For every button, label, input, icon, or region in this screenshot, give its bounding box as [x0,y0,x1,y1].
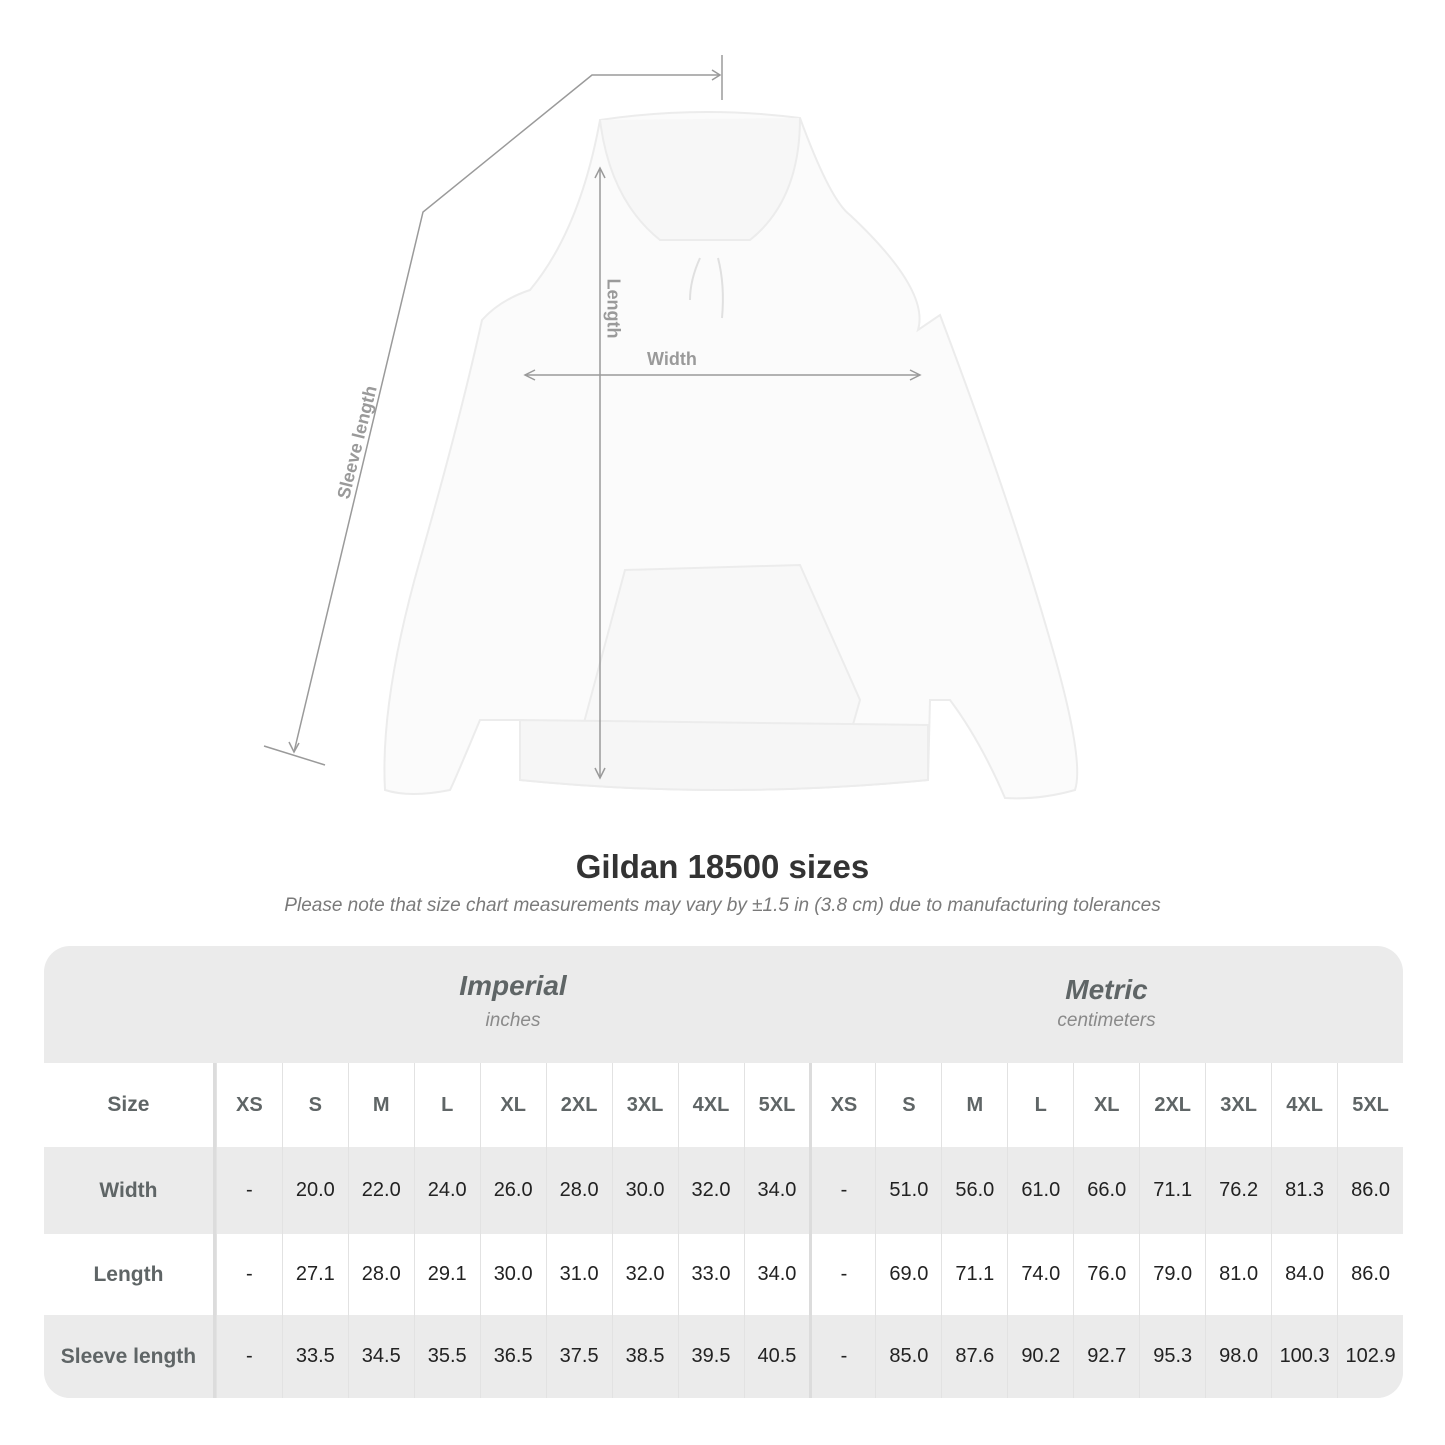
imperial-value-cell: 26.0 [479,1147,546,1234]
metric-value-cell: 56.0 [941,1147,1007,1234]
table-row: Length -27.1 28.0 29.1 30.0 31.0 32.0 33.0 34.0-… [44,1234,1403,1315]
metric-value-cell: 90.2 [1007,1315,1073,1398]
metric-header: Metric centimeters [810,946,1403,1063]
imperial-unit: inches [485,1010,541,1031]
imperial-value-cell: 29.1 [413,1234,480,1315]
imperial-value-cell: 24.0 [413,1147,480,1234]
imperial-value-cell: 28.0 [347,1234,414,1315]
size-header-row: Size XS S M L XL 2XL 3XL 4XL 5XL XS S M L XL 2XL 3XL 4XL 5… [44,1063,1403,1147]
size-header-cell: S [875,1063,941,1147]
size-header-cell: 2XL [545,1063,612,1147]
metric-value-cell: 100.3 [1271,1315,1337,1398]
metric-value-cell: 69.0 [875,1234,941,1315]
metric-value-cell: 81.0 [1205,1234,1271,1315]
imperial-value-cell: 30.0 [611,1147,678,1234]
metric-value-cell: 74.0 [1007,1234,1073,1315]
imperial-title: Imperial [459,970,567,1001]
metric-value-cell: 86.0 [1337,1234,1403,1315]
metric-value-cell: 71.1 [941,1234,1007,1315]
size-header-cell: 4XL [1271,1063,1337,1147]
metric-value-cell: 61.0 [1007,1147,1073,1234]
imperial-value-cell: 35.5 [413,1315,480,1398]
imperial-value-cell: 36.5 [479,1315,546,1398]
imperial-value-cell: 31.0 [545,1234,612,1315]
metric-value-cell: 79.0 [1139,1234,1205,1315]
imperial-value-cell: 30.0 [479,1234,546,1315]
length-label: Length [603,278,624,339]
table-row: Width -20.0 22.0 24.0 26.0 28.0 30.0 32.0 34.0-5… [44,1147,1403,1234]
row-label: Sleeve length [44,1315,216,1398]
metric-value-cell: 81.3 [1271,1147,1337,1234]
size-header-cell: 5XL [1337,1063,1403,1147]
imperial-value-cell: 22.0 [347,1147,414,1234]
imperial-value-cell: 34.0 [743,1234,810,1315]
metric-value-cell: 102.9 [1337,1315,1403,1398]
metric-title: Metric [1065,974,1148,1005]
row-label: Length [44,1234,216,1315]
size-header-cell: 3XL [1205,1063,1271,1147]
size-table: Imperial inches Metric centimeters Size X… [44,946,1403,1398]
sleeve-length-line [293,74,720,753]
imperial-value-cell: 34.5 [347,1315,414,1398]
hoodie-image [383,110,1079,800]
metric-value-cell: 86.0 [1337,1147,1403,1234]
metric-value-cell: 87.6 [941,1315,1007,1398]
imperial-value-cell: 32.0 [611,1234,678,1315]
width-label: Width [647,349,697,369]
metric-value-cell: 84.0 [1271,1234,1337,1315]
metric-value-cell: 71.1 [1139,1147,1205,1234]
metric-value-cell: - [809,1147,875,1234]
size-header-cell: XL [479,1063,546,1147]
imperial-value-cell: 34.0 [743,1147,810,1234]
hoodie-diagram [263,55,1079,800]
size-header-cell: 5XL [743,1063,810,1147]
imperial-value-cell: 39.5 [677,1315,744,1398]
imperial-value-cell: - [215,1234,282,1315]
imperial-value-cell: 40.5 [743,1315,810,1398]
imperial-value-cell: 32.0 [677,1147,744,1234]
metric-value-cell: - [809,1234,875,1315]
metric-value-cell: 85.0 [875,1315,941,1398]
size-header-cell: M [347,1063,414,1147]
size-header-cell: XS [809,1063,875,1147]
size-header-cell: S [281,1063,348,1147]
size-header-cell: M [941,1063,1007,1147]
imperial-value-cell: - [215,1315,282,1398]
metric-value-cell: 76.2 [1205,1147,1271,1234]
metric-value-cell: 76.0 [1073,1234,1139,1315]
imperial-value-cell: 33.5 [281,1315,348,1398]
imperial-value-cell: 28.0 [545,1147,612,1234]
page-title: Gildan 18500 sizes [575,848,870,885]
tolerance-note: Please note that size chart measurements… [284,895,1161,916]
metric-value-cell: 95.3 [1139,1315,1205,1398]
table-row: Sleeve length -33.5 34.5 35.5 36.5 37.5 38.5 39… [44,1315,1403,1398]
size-header-cell: 4XL [677,1063,744,1147]
size-header-cell: XS [215,1063,282,1147]
metric-unit: centimeters [1057,1010,1156,1031]
imperial-value-cell: 33.0 [677,1234,744,1315]
imperial-value-cell: 38.5 [611,1315,678,1398]
size-header-cell: XL [1073,1063,1139,1147]
imperial-value-cell: 27.1 [281,1234,348,1315]
imperial-value-cell: 20.0 [281,1147,348,1234]
row-label: Width [44,1147,216,1234]
metric-value-cell: - [809,1315,875,1398]
size-header-cell: 3XL [611,1063,678,1147]
measurement-lines [263,55,922,780]
imperial-value-cell: 37.5 [545,1315,612,1398]
imperial-value-cell: - [215,1147,282,1234]
imperial-header: Imperial inches [216,946,810,1063]
row-label: Size [44,1063,216,1147]
metric-value-cell: 98.0 [1205,1315,1271,1398]
metric-value-cell: 92.7 [1073,1315,1139,1398]
size-header-cell: L [413,1063,480,1147]
size-header-cell: 2XL [1139,1063,1205,1147]
metric-value-cell: 66.0 [1073,1147,1139,1234]
size-header-cell: L [1007,1063,1073,1147]
metric-value-cell: 51.0 [875,1147,941,1234]
